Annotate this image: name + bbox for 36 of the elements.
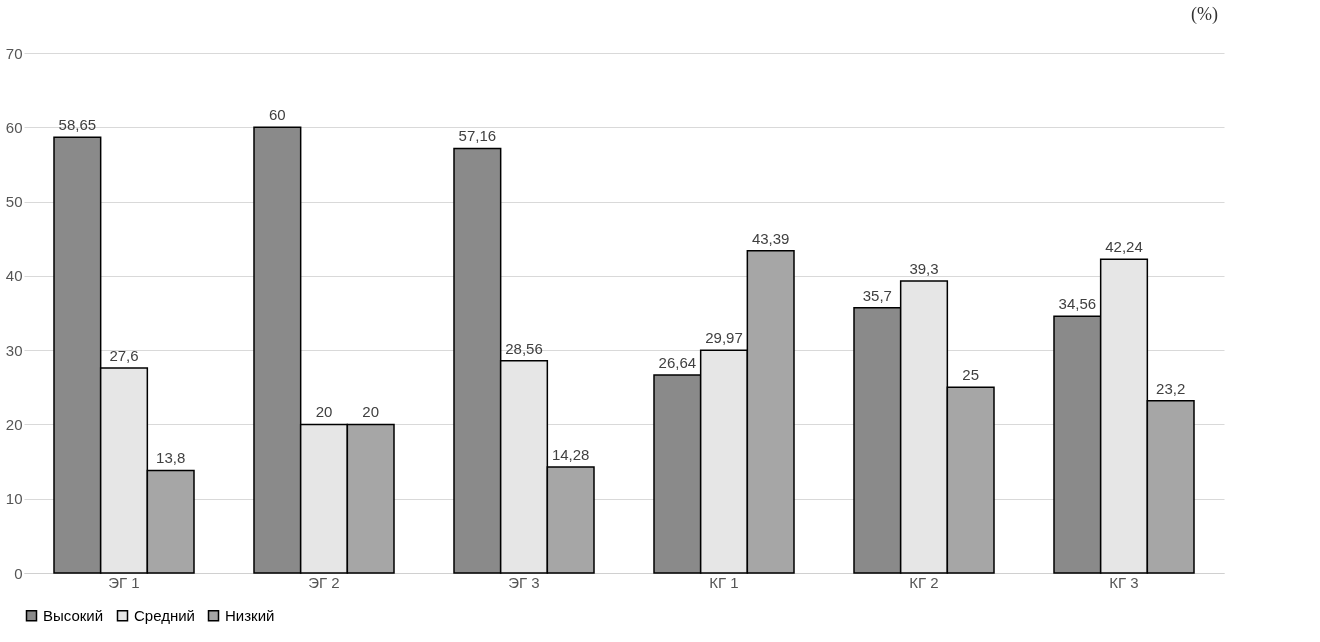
- data-label: 23,2: [1156, 379, 1186, 397]
- legend-label: Средний: [134, 606, 195, 624]
- legend-label: Высокий: [43, 606, 104, 624]
- y-tick-label: 70: [5, 44, 23, 62]
- data-label: 42,24: [1105, 238, 1143, 256]
- data-label: 29,97: [705, 329, 743, 347]
- x-tick-label: ЭГ 2: [308, 573, 340, 591]
- y-tick-label: 40: [5, 267, 23, 285]
- data-label: 26,64: [658, 354, 697, 372]
- data-label: 58,65: [58, 116, 97, 134]
- y-tick-label: 30: [5, 341, 23, 359]
- data-label: 39,3: [909, 260, 939, 278]
- data-label: 60: [268, 106, 286, 124]
- data-label: 14,28: [551, 445, 590, 463]
- data-label: 57,16: [458, 127, 497, 145]
- y-tick-label: 50: [5, 193, 23, 211]
- data-label: 43,39: [751, 229, 790, 247]
- data-label: 35,7: [862, 286, 892, 304]
- y-axis-title: (%): [1191, 3, 1218, 25]
- data-label: 34,56: [1058, 295, 1097, 313]
- data-label: 13,8: [156, 449, 186, 467]
- data-label: 20: [362, 403, 380, 421]
- data-label: 20: [315, 403, 333, 421]
- data-label: 27,6: [109, 346, 139, 364]
- x-tick-label: КГ 1: [709, 573, 739, 591]
- y-tick-label: 60: [5, 118, 23, 136]
- y-tick-label: 0: [14, 564, 23, 582]
- x-tick-label: ЭГ 1: [108, 573, 140, 591]
- y-tick-label: 20: [5, 415, 23, 433]
- y-tick-label: 10: [5, 490, 23, 508]
- x-tick-label: КГ 2: [909, 573, 939, 591]
- x-tick-label: ЭГ 3: [508, 573, 540, 591]
- x-tick-label: КГ 3: [1109, 573, 1139, 591]
- data-label: 28,56: [505, 339, 543, 357]
- data-label: 25: [962, 366, 980, 384]
- legend-label: Низкий: [225, 606, 275, 624]
